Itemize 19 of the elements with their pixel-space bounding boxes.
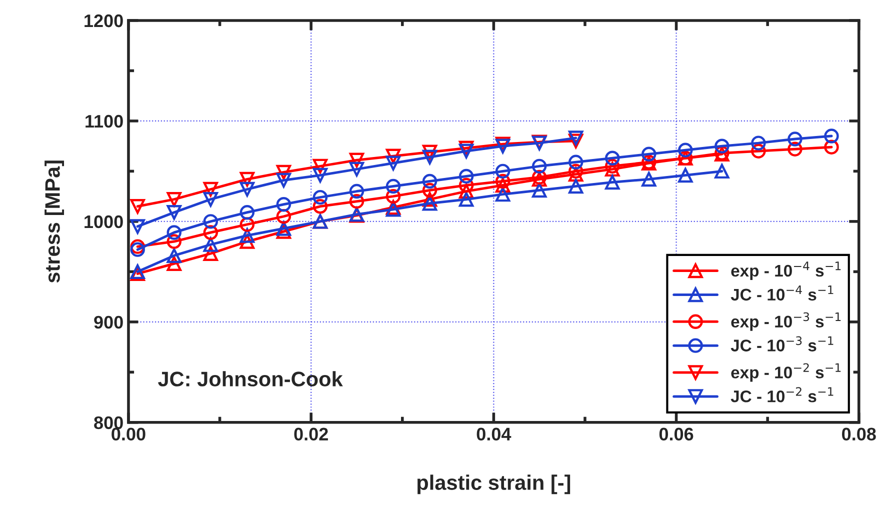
x-tick-label: 0.04 — [476, 428, 512, 441]
x-tick-label: 0.06 — [659, 428, 694, 441]
y-tick-label: 1200 — [84, 14, 123, 28]
annotation: JC: Johnson-Cook — [158, 371, 343, 386]
y-tick-label: 800 — [94, 416, 123, 430]
legend-label: JC - 10$^{−4}$ s$^{−1}$ — [730, 286, 834, 301]
legend-label: exp - 10$^{−3}$ s$^{−1}$ — [731, 312, 841, 331]
y-tick-label: 1000 — [84, 215, 123, 228]
legend-label: JC - 10$^{−2}$ s$^{−1}$ — [730, 387, 834, 402]
x-axis-title: plastic strain [-] — [418, 474, 570, 494]
y-axis-title: stress [MPa] — [44, 160, 64, 283]
legend-label: JC - 10$^{−3}$ s$^{−1}$ — [730, 336, 834, 352]
y-tick-label: 900 — [94, 316, 123, 329]
legend-label: exp - 10$^{−2}$ s$^{−1}$ — [731, 363, 841, 382]
x-tick-label: 0.00 — [112, 428, 146, 441]
y-tick-label: 1100 — [86, 114, 123, 128]
x-tick-label: 0.08 — [842, 428, 876, 441]
x-tick-label: 0.02 — [294, 428, 328, 441]
legend-label: exp - 10$^{−4}$ s$^{−1}$ — [731, 262, 841, 280]
